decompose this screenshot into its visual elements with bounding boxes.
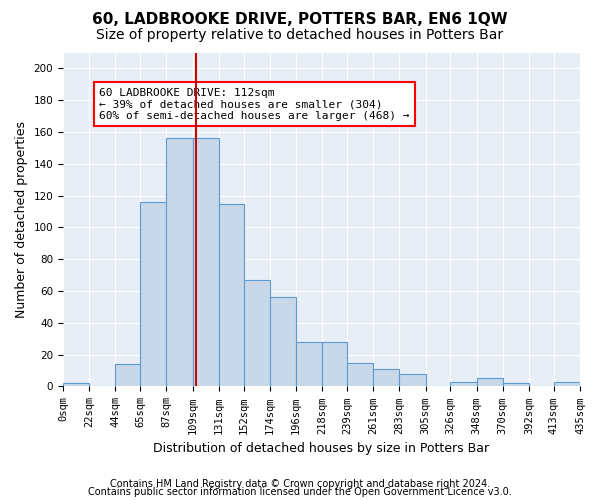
Bar (503, 384, 529, 386)
Bar (476, 378, 503, 386)
Y-axis label: Number of detached properties: Number of detached properties (15, 121, 28, 318)
Bar (244, 280, 270, 386)
Text: 60 LADBROOKE DRIVE: 112sqm
← 39% of detached houses are smaller (304)
60% of sem: 60 LADBROOKE DRIVE: 112sqm ← 39% of deta… (99, 88, 410, 121)
Bar (63, 384, 89, 386)
Bar (166, 138, 193, 386)
Bar (400, 374, 425, 386)
Bar (270, 298, 296, 386)
Bar (373, 369, 400, 386)
Bar (347, 362, 373, 386)
Bar (115, 364, 140, 386)
Bar (140, 202, 166, 386)
X-axis label: Distribution of detached houses by size in Potters Bar: Distribution of detached houses by size … (154, 442, 490, 455)
Bar (322, 342, 347, 386)
Bar (451, 382, 476, 386)
Bar (296, 342, 322, 386)
Text: Contains public sector information licensed under the Open Government Licence v3: Contains public sector information licen… (88, 487, 512, 497)
Text: 60, LADBROOKE DRIVE, POTTERS BAR, EN6 1QW: 60, LADBROOKE DRIVE, POTTERS BAR, EN6 1Q… (92, 12, 508, 28)
Bar (554, 382, 580, 386)
Bar (219, 204, 244, 386)
Text: Contains HM Land Registry data © Crown copyright and database right 2024.: Contains HM Land Registry data © Crown c… (110, 479, 490, 489)
Text: Size of property relative to detached houses in Potters Bar: Size of property relative to detached ho… (97, 28, 503, 42)
Bar (193, 138, 219, 386)
